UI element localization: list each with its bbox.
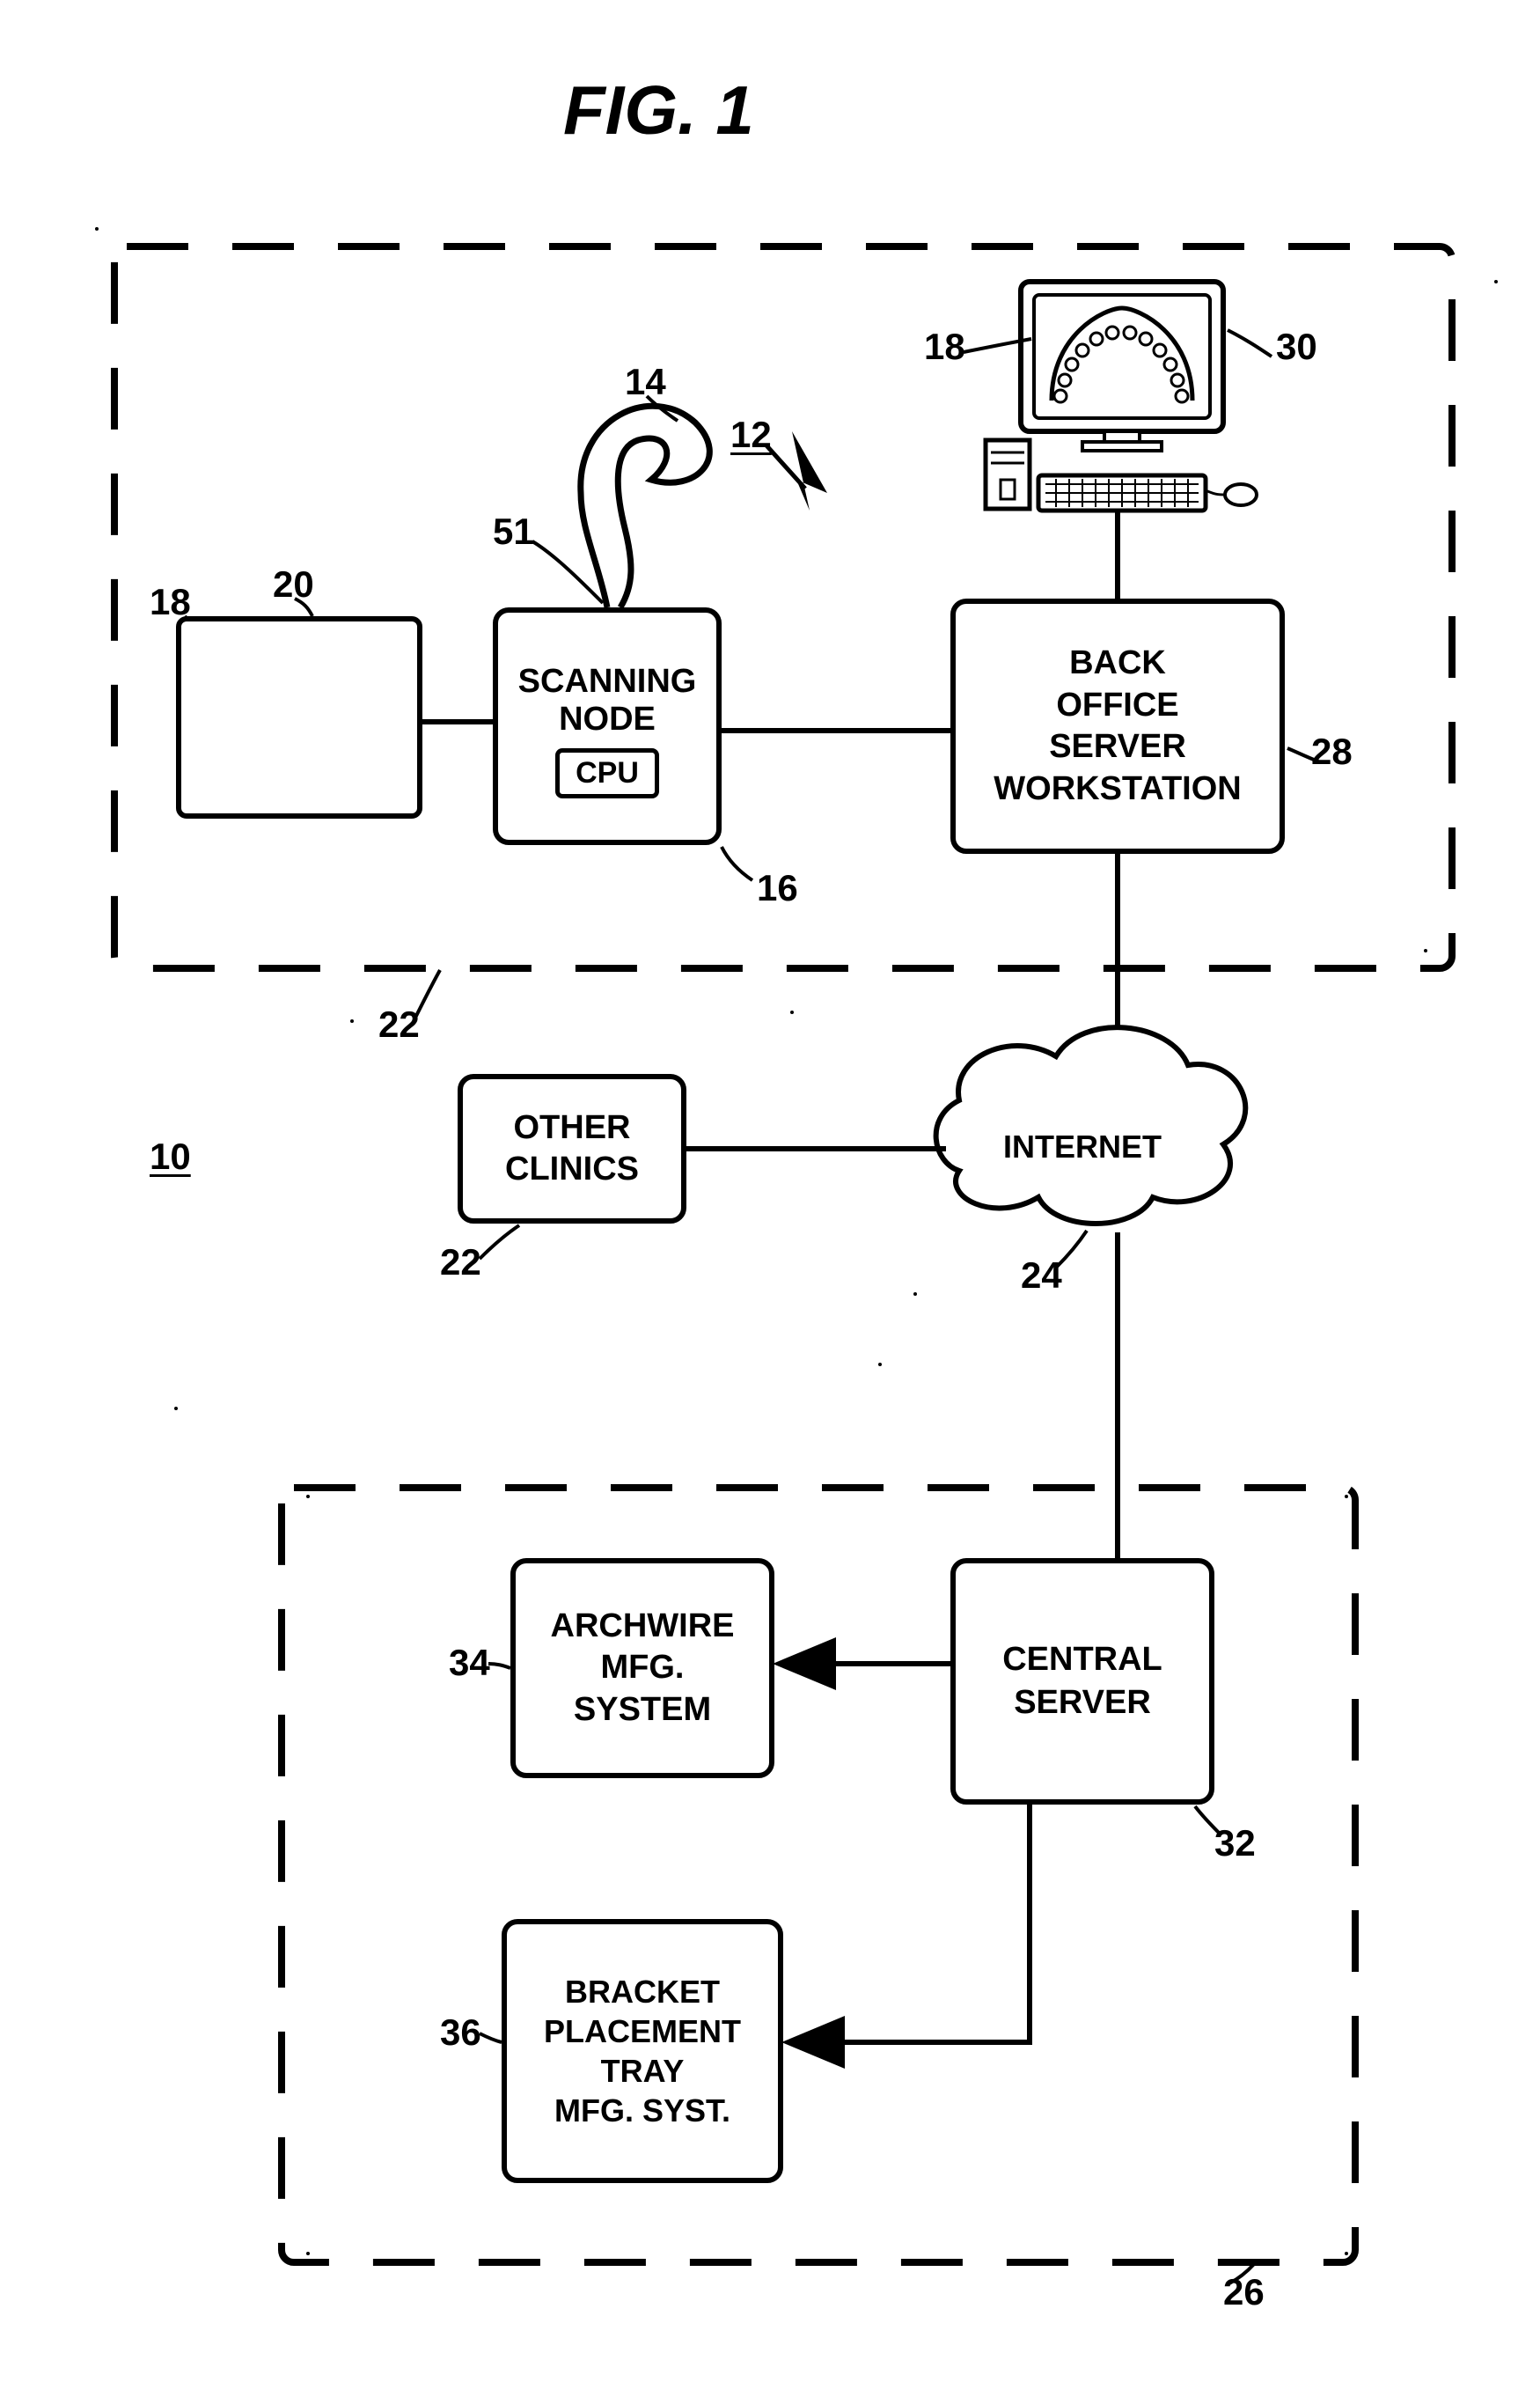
ref-51: 51 [493,511,534,553]
ref-14: 14 [625,361,666,403]
archwire-mfg-system: ARCHWIRE MFG. SYSTEM [510,1558,774,1778]
other-clinics-l1: OTHER [514,1107,631,1150]
ref-32: 32 [1214,1822,1256,1864]
figure-stage: FIG. 1 [0,0,1540,2397]
back-office-l4: WORKSTATION [994,768,1241,811]
bracket-l4: MFG. SYST. [554,2091,730,2130]
archwire-l1: ARCHWIRE [551,1606,735,1648]
back-office-server-workstation: BACK OFFICE SERVER WORKSTATION [950,599,1285,854]
ref-22b: 22 [440,1241,481,1283]
internet-label: INTERNET [1003,1129,1162,1165]
bracket-placement-tray-mfg-syst: BRACKET PLACEMENT TRAY MFG. SYST. [502,1919,783,2183]
bracket-l1: BRACKET [565,1972,720,2011]
ref-26: 26 [1223,2271,1265,2313]
ref-36: 36 [440,2011,481,2054]
other-clinics: OTHER CLINICS [458,1074,686,1224]
ref-24: 24 [1021,1254,1062,1297]
ref-18b: 18 [924,326,965,368]
ref-12: 12 [730,414,772,456]
ref-18a: 18 [150,581,191,623]
scanning-node-l1: SCANNING [518,663,697,702]
ref-16: 16 [757,867,798,909]
cpu-box: CPU [555,748,659,798]
scanning-node-l2: NODE [559,701,656,739]
ref-22a: 22 [378,1004,420,1046]
central-server-l1: CENTRAL [1002,1638,1162,1681]
ref-20: 20 [273,563,314,606]
ref-34: 34 [449,1642,490,1684]
back-office-l1: BACK [1069,643,1166,685]
monitor-20 [176,616,422,819]
ref-30: 30 [1276,326,1317,368]
ref-28: 28 [1311,731,1353,773]
central-server-l2: SERVER [1014,1681,1151,1724]
other-clinics-l2: CLINICS [505,1149,639,1191]
central-server: CENTRAL SERVER [950,1558,1214,1805]
archwire-l2: MFG. [601,1647,685,1689]
bracket-l3: TRAY [601,2051,685,2091]
back-office-l3: SERVER [1049,726,1186,768]
back-office-l2: OFFICE [1056,685,1178,727]
archwire-l3: SYSTEM [574,1689,711,1732]
computer-30-icon [986,282,1257,511]
bracket-l2: PLACEMENT [544,2011,741,2051]
ref-10: 10 [150,1136,191,1178]
figure-title: FIG. 1 [563,70,754,151]
scanning-node: SCANNING NODE CPU [493,607,722,845]
